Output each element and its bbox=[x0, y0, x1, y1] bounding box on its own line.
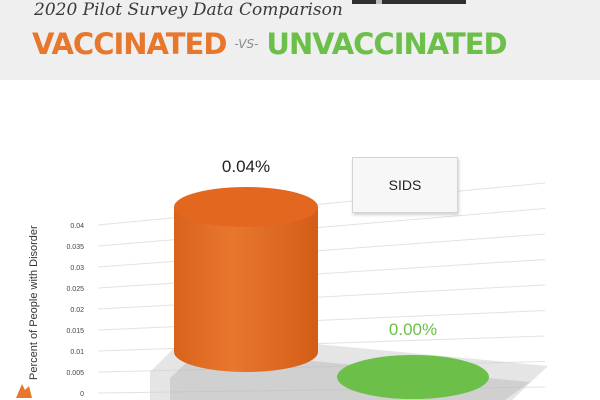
chart-subtitle: 2020 Pilot Survey Data Comparison bbox=[34, 0, 343, 20]
title-unvaccinated: UNVACCINATED bbox=[266, 27, 507, 61]
y-tick-label: 0.01 bbox=[70, 349, 84, 356]
y-tick-label: 0 bbox=[80, 391, 84, 398]
corner-logo-icon bbox=[16, 384, 32, 398]
gridline bbox=[97, 208, 546, 247]
gridline bbox=[97, 182, 546, 226]
bar-top bbox=[337, 355, 489, 399]
y-tick-label: 0.015 bbox=[66, 328, 84, 335]
gridline bbox=[97, 310, 546, 331]
chart-headline: VACCINATED -VS- UNVACCINATED bbox=[32, 24, 508, 64]
y-tick-label: 0.03 bbox=[70, 265, 84, 272]
video-overlay-bar bbox=[352, 0, 466, 4]
title-vs: -VS- bbox=[234, 37, 259, 51]
bar-unvaccinated bbox=[337, 355, 489, 399]
y-tick-label: 0.025 bbox=[66, 286, 84, 293]
gridline bbox=[97, 233, 546, 268]
y-axis-label: Percent of People with Disorder bbox=[28, 225, 40, 380]
title-vaccinated: VACCINATED bbox=[32, 27, 227, 61]
gridline bbox=[97, 335, 546, 352]
bar-body bbox=[174, 207, 318, 372]
chart-title-box: SIDS bbox=[352, 157, 458, 213]
bar-top bbox=[174, 187, 318, 227]
bars bbox=[174, 187, 489, 399]
y-tick-label: 0.035 bbox=[66, 244, 84, 251]
y-tick-label: 0.02 bbox=[70, 307, 84, 314]
gridline bbox=[97, 259, 546, 289]
header-banner: 2020 Pilot Survey Data Comparison VACCIN… bbox=[0, 0, 600, 80]
y-tick-label: 0.04 bbox=[70, 223, 84, 230]
y-axis-ticks: 0.04 0.035 0.03 0.025 0.02 0.015 0.01 0.005 0 bbox=[66, 223, 84, 398]
bar-vaccinated bbox=[174, 187, 318, 372]
gridline bbox=[97, 284, 546, 310]
y-tick-label: 0.005 bbox=[66, 370, 84, 377]
data-label: 0.00% bbox=[388, 320, 438, 339]
data-label: 0.04% bbox=[221, 157, 271, 176]
overlay-knob bbox=[376, 0, 382, 4]
